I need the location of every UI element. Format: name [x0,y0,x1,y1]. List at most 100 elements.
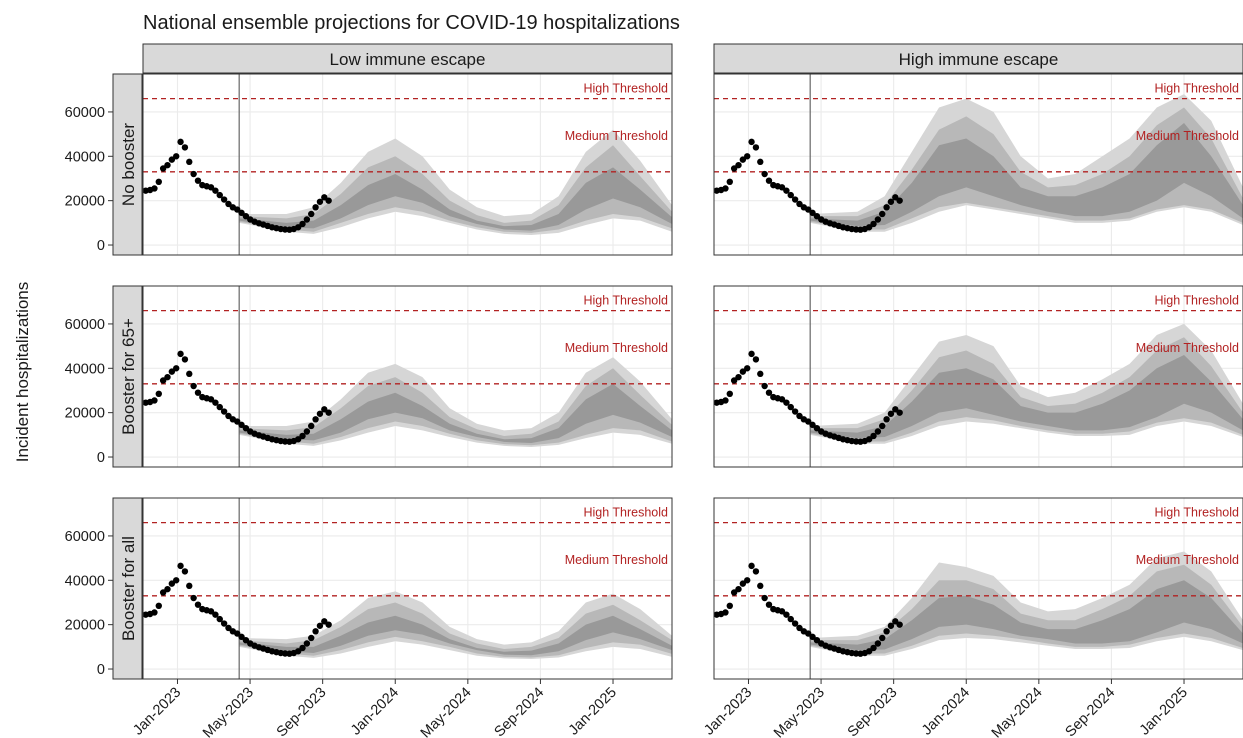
row-strip-label: Booster for all [119,536,138,641]
observed-point [194,177,202,184]
observed-point [312,628,319,635]
observed-point [303,428,311,435]
observed-point [225,200,232,208]
y-tick-label: 0 [97,450,105,466]
chart-title: National ensemble projections for COVID-… [143,12,680,34]
x-tick-label: May-2023 [771,685,828,738]
x-tick-label: Sep-2024 [1062,685,1118,738]
observed-point [194,601,202,608]
observed-point [294,436,302,443]
y-tick-label: 20000 [65,618,105,634]
observed-point [190,170,197,178]
observed-point [870,220,877,228]
observed-point [791,408,799,415]
observed-point [207,608,215,615]
threshold-label: High Threshold [1154,294,1239,308]
observed-point [874,428,882,435]
row-strip [112,285,143,468]
observed-point [865,436,873,443]
observed-point [739,368,747,375]
observed-point [744,577,751,584]
observed-point [220,196,228,203]
panel-border [713,497,1243,680]
observed-point [216,615,223,623]
observed-point [164,373,171,381]
y-tick-label: 20000 [65,194,105,210]
observed-point [787,403,794,411]
panel: High Threshold Medium Threshold [714,286,1243,467]
observed-point [299,644,306,652]
y-tick-label: 60000 [65,529,105,545]
x-tick-label: Sep-2023 [274,685,330,738]
observed-point [761,170,768,178]
observed-point [177,138,184,146]
y-tick-label: 60000 [65,105,105,121]
observed-point [804,630,812,637]
observed-point [765,177,773,184]
observed-point [722,185,729,192]
observed-point [312,416,319,423]
observed-point [321,618,328,625]
observed-point [887,198,895,205]
x-tick-label: Sep-2024 [491,685,547,738]
observed-point [783,399,790,406]
observed-point [761,382,768,390]
panel: High Threshold Medium Threshold [714,498,1243,679]
observed-point [159,165,167,172]
observed-point [879,210,886,218]
projection-band [810,354,1243,439]
observed-point [233,206,241,213]
observed-point [173,365,180,372]
y-tick-label: 40000 [65,149,105,165]
observed-point [887,410,895,417]
projection-band [239,383,672,444]
observed-point [791,620,799,627]
observed-point [225,624,232,632]
observed-point [765,389,773,396]
row-strip-label: Booster for 65+ [119,318,138,435]
projection-band [810,123,1243,227]
column-strip-label: High immune escape [899,50,1059,69]
observed-point [303,640,311,647]
x-tick-label: Jan-2024 [348,685,402,738]
observed-point [796,200,803,208]
row-strip [112,73,143,256]
observed-point [220,408,228,415]
threshold-label: Medium Threshold [565,129,668,143]
threshold-label: Medium Threshold [1136,553,1239,567]
observed-point [181,356,189,363]
threshold-label: Medium Threshold [1136,129,1239,143]
observed-point [813,212,821,220]
observed-point [233,418,241,425]
y-tick-label: 40000 [65,361,105,377]
observed-point [173,153,180,160]
observed-point [809,421,816,429]
observed-point [316,198,324,205]
threshold-label: High Threshold [583,82,668,96]
observed-point [865,648,873,655]
observed-point [155,178,162,186]
observed-point [186,370,193,378]
observed-point [809,209,816,217]
observed-point [796,412,803,420]
observed-point [299,432,306,440]
observed-point [761,594,768,602]
observed-point [220,620,228,627]
observed-point [748,350,755,358]
observed-point [757,370,764,378]
observed-point [173,577,180,584]
observed-point [321,406,328,413]
observed-point [757,158,764,166]
observed-point [735,373,742,381]
observed-point [787,191,794,199]
observed-point [765,601,773,608]
observed-point [159,589,167,596]
observed-point [242,636,250,644]
y-tick-label: 40000 [65,573,105,589]
observed-point [783,187,790,194]
column-strip [713,43,1243,74]
x-tick-label: Jan-2023 [130,685,184,738]
observed-point [870,432,877,440]
threshold-label: Medium Threshold [565,341,668,355]
panel-border [142,73,673,256]
